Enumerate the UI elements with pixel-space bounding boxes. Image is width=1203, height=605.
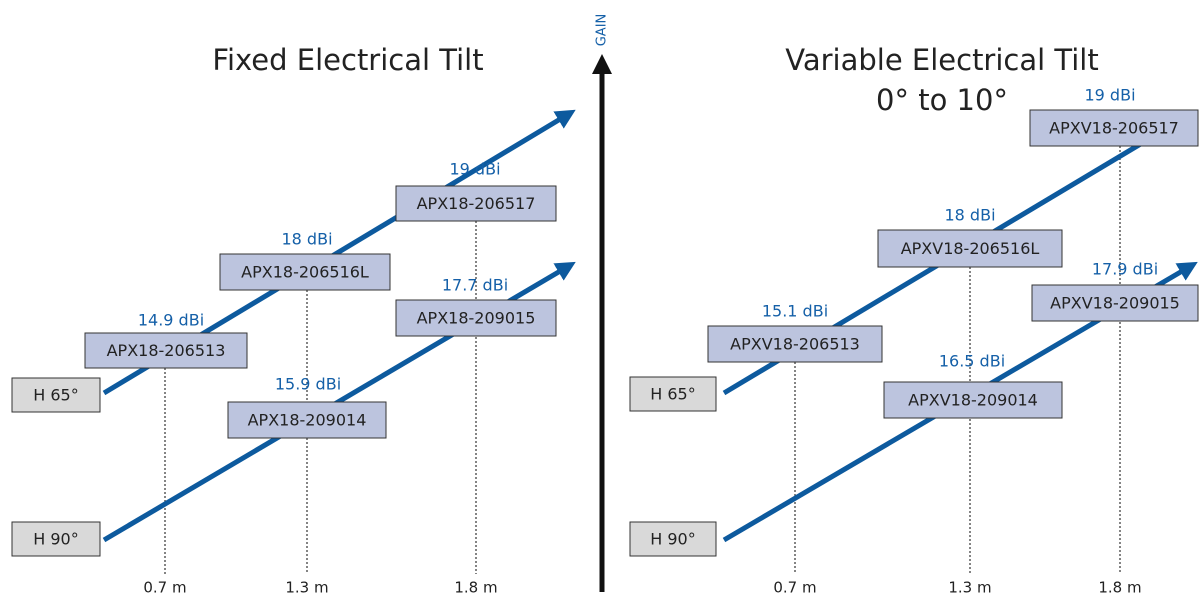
length-label: 0.7 m	[143, 579, 186, 597]
product-box	[1029, 109, 1199, 147]
product-name: APX18-206513	[107, 341, 226, 360]
length-label: 1.3 m	[948, 579, 991, 597]
product-box	[877, 229, 1063, 268]
product-gain: 18 dBi	[281, 230, 332, 249]
beamwidth-label: H 90°	[650, 530, 695, 549]
product-gain: 17.9 dBi	[1092, 260, 1158, 279]
product-name: APXV18-209014	[908, 391, 1038, 410]
product-name: APX18-209015	[417, 309, 536, 328]
product-name: APXV18-206516L	[901, 239, 1040, 258]
product-box	[1031, 284, 1199, 322]
beamwidth-box	[629, 521, 717, 557]
panel-title: 0° to 10°	[876, 83, 1008, 117]
product-gain: 19 dBi	[1084, 86, 1135, 105]
product-gain: 14.9 dBi	[138, 311, 204, 330]
product-gain: 17.7 dBi	[442, 276, 508, 295]
product-name: APXV18-209015	[1050, 294, 1180, 313]
product-box	[84, 332, 248, 369]
beamwidth-label: H 90°	[33, 530, 78, 549]
length-label: 1.3 m	[285, 579, 328, 597]
product-box	[883, 381, 1063, 419]
product-name: APX18-206517	[417, 194, 536, 213]
beamwidth-box	[11, 521, 101, 557]
product-box	[395, 299, 557, 337]
gain-axis-label: GAIN	[595, 14, 610, 47]
product-gain: 18 dBi	[944, 206, 995, 225]
product-gain: 15.1 dBi	[762, 302, 828, 321]
product-name: APXV18-206513	[730, 335, 860, 354]
product-gain: 16.5 dBi	[939, 352, 1005, 371]
product-name: APXV18-206517	[1049, 119, 1179, 138]
length-label: 1.8 m	[1098, 579, 1141, 597]
product-name: APX18-206516L	[241, 263, 369, 282]
product-gain: 19 dBi	[449, 160, 500, 179]
panel-title: Fixed Electrical Tilt	[212, 43, 483, 77]
panel-title: Variable Electrical Tilt	[785, 43, 1098, 77]
beamwidth-box	[629, 376, 717, 412]
product-box	[707, 325, 883, 363]
beamwidth-label: H 65°	[650, 385, 695, 404]
product-name: APX18-209014	[248, 411, 367, 430]
beamwidth-label: H 65°	[33, 386, 78, 405]
product-box	[219, 253, 391, 291]
product-gain: 15.9 dBi	[275, 375, 341, 394]
product-box	[395, 185, 557, 222]
length-label: 1.8 m	[454, 579, 497, 597]
beamwidth-box	[11, 377, 101, 413]
product-box	[227, 401, 387, 439]
length-label: 0.7 m	[773, 579, 816, 597]
